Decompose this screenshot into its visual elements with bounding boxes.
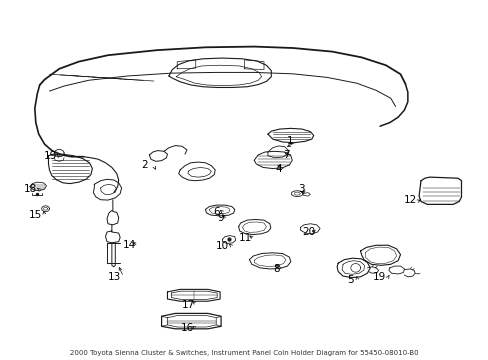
Text: 7: 7 <box>283 150 289 160</box>
Text: 3: 3 <box>297 184 304 194</box>
Text: 19: 19 <box>372 272 385 282</box>
Text: 13: 13 <box>108 272 121 282</box>
Text: 2: 2 <box>141 160 147 170</box>
Text: 1: 1 <box>286 136 293 145</box>
Text: 12: 12 <box>403 195 416 205</box>
Text: 4: 4 <box>275 164 282 174</box>
Text: 16: 16 <box>180 323 193 333</box>
Text: 5: 5 <box>347 275 353 285</box>
Text: 19: 19 <box>44 150 57 161</box>
Text: 18: 18 <box>24 184 38 194</box>
Text: 9: 9 <box>217 213 224 223</box>
Text: 15: 15 <box>29 210 42 220</box>
Text: 10: 10 <box>216 240 229 251</box>
Text: 20: 20 <box>302 228 315 237</box>
Text: 8: 8 <box>273 264 280 274</box>
Text: 6: 6 <box>212 207 219 217</box>
Text: 14: 14 <box>123 240 136 250</box>
Text: 17: 17 <box>182 300 195 310</box>
Text: 11: 11 <box>238 233 252 243</box>
Text: 2000 Toyota Sienna Cluster & Switches, Instrument Panel Coin Holder Diagram for : 2000 Toyota Sienna Cluster & Switches, I… <box>70 350 418 356</box>
